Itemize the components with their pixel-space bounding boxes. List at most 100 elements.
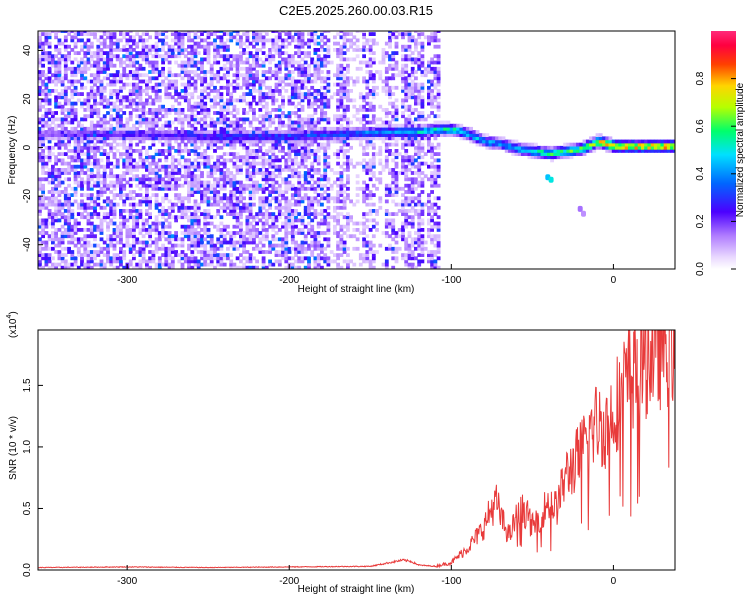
spectrogram-cell [294, 190, 298, 194]
spectrogram-cell [115, 259, 120, 264]
spectrogram-cell [157, 262, 162, 267]
spectrogram-cell [287, 136, 292, 141]
spectrogram-cell [154, 183, 159, 188]
spectrogram-cell [384, 246, 389, 251]
spectrogram-cell [346, 63, 350, 68]
spectrogram-cell [300, 70, 305, 74]
spectrogram-cell [274, 142, 279, 147]
spectrogram-cell [342, 111, 347, 115]
spectrogram-cell [271, 89, 276, 93]
spectrogram-cell [177, 196, 182, 201]
spectrogram-cell [245, 51, 250, 55]
spectrogram-cell [67, 262, 71, 267]
spectrogram-cell [128, 104, 133, 109]
spectrogram-cell [294, 82, 298, 87]
spectrogram-cell [384, 186, 389, 191]
spectrogram-cell [358, 231, 363, 235]
spectrogram-cell [365, 130, 370, 134]
spectrogram-cell [316, 231, 321, 235]
spectrogram-cell [187, 205, 191, 210]
spectrogram-cell [60, 139, 65, 144]
spectrogram-cell [128, 63, 133, 68]
spectrogram-cell [41, 224, 45, 229]
spectrogram-cell [167, 253, 172, 257]
spectrogram-cell [261, 44, 266, 49]
spectrogram-cell [141, 32, 146, 36]
spectrogram-cell [93, 51, 97, 55]
spectrogram-cell [268, 139, 272, 144]
spectrogram-cell [245, 177, 250, 182]
spectrogram-cell [200, 240, 204, 245]
spectrogram-cell [102, 114, 107, 119]
spectrogram-cell [255, 130, 259, 134]
spectrogram-cell [320, 114, 324, 119]
spectrogram-cell [206, 145, 211, 150]
spectrogram-cell [320, 209, 324, 213]
spectrogram-cell [89, 136, 94, 141]
spectrogram-cell [196, 101, 201, 106]
spectrogram-cell [187, 196, 191, 201]
spectrogram-cell [206, 95, 211, 100]
spectrogram-cell [242, 139, 246, 144]
spectrogram-cell [326, 126, 331, 131]
spectrogram-cell [352, 228, 357, 232]
spectrogram-cell [297, 35, 302, 40]
spectrogram-cell [161, 48, 165, 52]
spectrogram-cell [180, 130, 185, 134]
spectrogram-cell [277, 63, 282, 68]
spectrogram-cell [287, 126, 292, 131]
spectrogram-cell [122, 186, 127, 191]
spectrogram-cell [54, 209, 58, 213]
spectrogram-cell [349, 120, 353, 125]
spectrogram-cell [148, 202, 152, 207]
spectrogram-cell [326, 54, 331, 59]
spectrogram-cell [310, 149, 315, 153]
spectrogram-cell [83, 158, 88, 163]
spectrogram-cell [261, 82, 266, 87]
spectrogram-cell [167, 205, 172, 210]
spectrogram-cell [371, 60, 376, 65]
spectrogram-cell [268, 171, 272, 175]
spectrogram-cell [96, 130, 101, 134]
spectrogram-cell [255, 89, 259, 93]
spectrogram-cell [320, 256, 324, 261]
spectrogram-cell [310, 212, 315, 216]
spectrogram-cell [261, 174, 266, 179]
spectrogram-cell [391, 168, 396, 172]
spectrogram-cell [277, 126, 282, 131]
spectrogram-cell [180, 209, 185, 213]
spectrogram-cell [307, 41, 311, 46]
spectrogram-cell [41, 126, 45, 131]
spectrogram-cell [307, 79, 311, 84]
spectrogram-cell [112, 231, 117, 235]
spectrogram-cell [258, 183, 263, 188]
spectrogram-cell [203, 180, 208, 185]
spectrogram-cell [213, 104, 217, 109]
spectrogram-cell [229, 63, 234, 68]
spectrogram-cell [388, 63, 392, 68]
spectrogram-cell [200, 76, 204, 81]
spectrogram-cell [167, 145, 172, 150]
spectrogram-cell [135, 85, 140, 90]
spectrogram-cell [213, 196, 217, 201]
spectrogram-cell [352, 48, 357, 52]
spectrogram-cell [138, 63, 143, 68]
spectrogram-cell [200, 212, 204, 216]
spectrogram-cell [268, 145, 272, 150]
spectrogram-cell [132, 101, 136, 106]
spectrogram-cell [258, 202, 263, 207]
spectrogram-cell [80, 259, 84, 264]
spectrogram-cell [145, 85, 149, 90]
spectrogram-cell [232, 35, 237, 40]
spectrogram-cell [41, 139, 45, 144]
spectrogram-cell [294, 31, 298, 33]
spectrogram-cell [297, 63, 302, 68]
spectrogram-cell [323, 155, 328, 160]
spectrogram-cell [342, 149, 347, 153]
spectrogram-cell [51, 224, 55, 229]
spectrogram-cell [67, 101, 71, 106]
spectrogram-cell [384, 193, 389, 197]
spectrogram-cell [219, 126, 224, 131]
spectrogram-cell [83, 234, 88, 239]
spectrogram-cell [219, 111, 224, 115]
